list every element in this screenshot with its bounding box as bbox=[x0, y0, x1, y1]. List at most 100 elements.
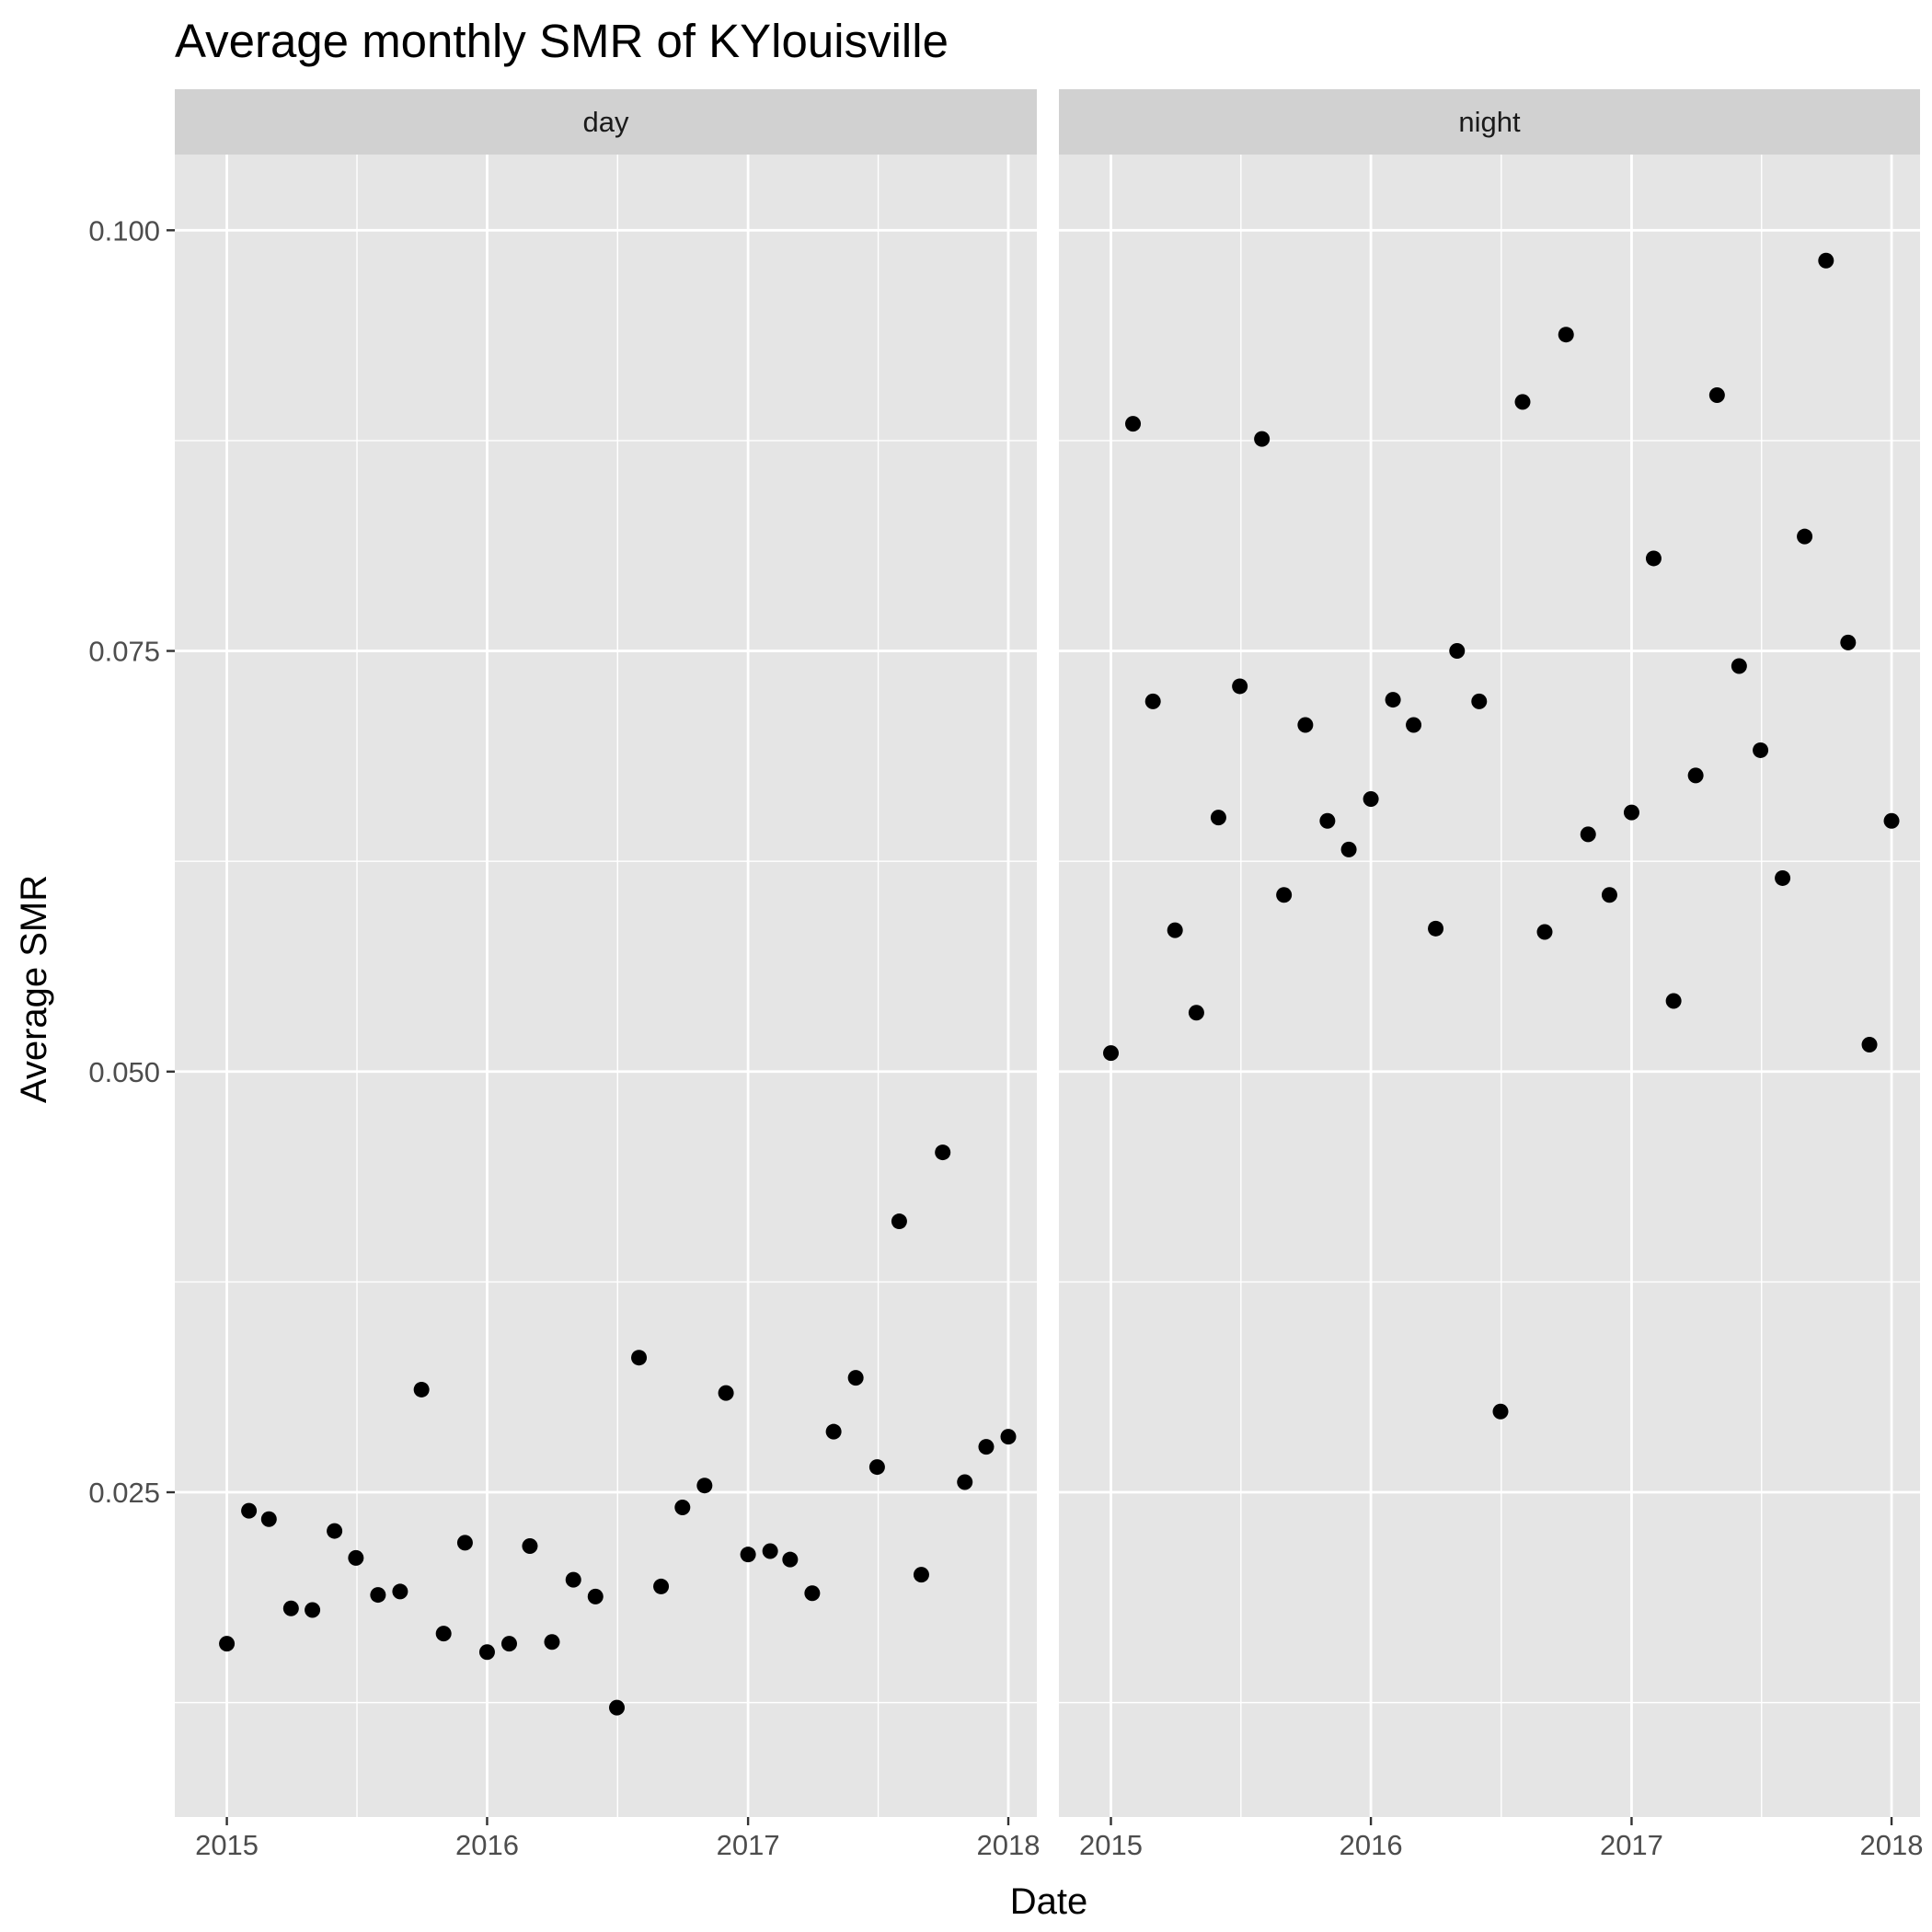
data-point-night bbox=[1340, 841, 1357, 857]
data-point-day bbox=[804, 1585, 821, 1602]
y-tick-label: 0.100 bbox=[88, 214, 160, 247]
data-point-night bbox=[1406, 717, 1422, 733]
data-point-day bbox=[1000, 1429, 1017, 1445]
data-point-day bbox=[913, 1567, 929, 1583]
data-point-night bbox=[1687, 767, 1704, 784]
x-tick-label: 2018 bbox=[977, 1829, 1041, 1861]
data-point-day bbox=[587, 1588, 604, 1604]
data-point-night bbox=[1558, 327, 1574, 343]
data-point-day bbox=[935, 1144, 951, 1161]
data-point-night bbox=[1861, 1037, 1878, 1053]
data-point-night bbox=[1775, 869, 1791, 886]
data-point-day bbox=[219, 1636, 236, 1652]
data-point-night bbox=[1125, 416, 1142, 432]
data-point-day bbox=[868, 1459, 885, 1476]
data-point-day bbox=[392, 1583, 408, 1600]
data-point-night bbox=[1536, 924, 1553, 940]
data-point-day bbox=[762, 1543, 778, 1559]
data-point-day bbox=[631, 1350, 648, 1366]
data-point-night bbox=[1665, 993, 1682, 1009]
x-axis-title: Date bbox=[1010, 1881, 1088, 1922]
y-tick-label: 0.050 bbox=[88, 1056, 160, 1088]
data-point-night bbox=[1797, 528, 1813, 545]
data-point-day bbox=[565, 1571, 581, 1588]
x-tick-label: 2016 bbox=[455, 1829, 519, 1861]
facet-strip bbox=[1059, 89, 1920, 155]
data-point-night bbox=[1297, 717, 1314, 733]
data-point-night bbox=[1645, 550, 1662, 567]
data-point-day bbox=[327, 1523, 343, 1539]
data-point-night bbox=[1883, 812, 1900, 829]
y-tick-label: 0.075 bbox=[88, 636, 160, 668]
data-point-night bbox=[1103, 1045, 1120, 1062]
data-point-night bbox=[1471, 693, 1488, 709]
data-point-day bbox=[413, 1381, 430, 1397]
data-point-day bbox=[544, 1634, 560, 1650]
data-point-day bbox=[522, 1538, 538, 1555]
data-point-day bbox=[696, 1478, 713, 1494]
facet-strip bbox=[175, 89, 1037, 155]
data-point-night bbox=[1276, 887, 1293, 903]
x-tick-label: 2017 bbox=[1600, 1829, 1663, 1861]
data-point-night bbox=[1601, 887, 1617, 903]
data-point-day bbox=[500, 1636, 517, 1652]
data-point-night bbox=[1753, 742, 1769, 758]
data-point-day bbox=[718, 1385, 734, 1401]
data-point-day bbox=[782, 1551, 799, 1568]
y-axis: 0.025 0.050 0.075 0.100 bbox=[88, 214, 175, 1509]
x-tick-label: 2015 bbox=[1079, 1829, 1143, 1861]
data-point-day bbox=[456, 1535, 473, 1551]
data-point-day bbox=[348, 1549, 364, 1566]
data-point-day bbox=[435, 1626, 452, 1642]
x-tick-label: 2017 bbox=[717, 1829, 780, 1861]
data-point-day bbox=[260, 1511, 277, 1527]
data-point-night bbox=[1319, 812, 1336, 829]
data-point-day bbox=[825, 1423, 842, 1440]
data-point-day bbox=[282, 1600, 299, 1616]
x-tick-label: 2015 bbox=[195, 1829, 259, 1861]
data-point-day bbox=[674, 1499, 691, 1515]
data-point-night bbox=[1144, 693, 1161, 709]
data-point-night bbox=[1708, 387, 1725, 404]
y-axis-title: Average SMR bbox=[14, 875, 54, 1103]
facet-strip-label: night bbox=[1458, 106, 1521, 138]
data-point-day bbox=[891, 1213, 907, 1230]
data-point-night bbox=[1492, 1403, 1509, 1420]
data-point-night bbox=[1449, 643, 1466, 660]
data-point-night bbox=[1232, 678, 1248, 695]
data-point-day bbox=[478, 1644, 495, 1661]
data-point-night bbox=[1428, 920, 1444, 937]
data-point-day bbox=[305, 1602, 321, 1618]
facet-panel-night: night 2015 2016 2017 2018 bbox=[1059, 89, 1924, 1861]
data-point-night bbox=[1210, 810, 1226, 826]
data-point-night bbox=[1363, 790, 1379, 807]
panel-background bbox=[175, 155, 1037, 1817]
data-point-day bbox=[847, 1370, 864, 1386]
data-point-night bbox=[1254, 431, 1271, 447]
data-point-night bbox=[1188, 1005, 1204, 1021]
data-point-night bbox=[1623, 804, 1639, 821]
data-point-night bbox=[1514, 394, 1531, 410]
x-tick-label: 2016 bbox=[1340, 1829, 1403, 1861]
data-point-night bbox=[1385, 692, 1401, 708]
facet-strip-label: day bbox=[583, 106, 629, 138]
data-point-day bbox=[370, 1587, 386, 1604]
panel-background bbox=[1059, 155, 1920, 1817]
x-tick-label: 2018 bbox=[1860, 1829, 1924, 1861]
data-point-night bbox=[1818, 252, 1834, 269]
chart-title: Average monthly SMR of KYlouisville bbox=[175, 15, 949, 67]
data-point-night bbox=[1167, 922, 1183, 938]
data-point-day bbox=[241, 1502, 258, 1519]
data-point-day bbox=[978, 1439, 995, 1455]
data-point-day bbox=[957, 1474, 973, 1490]
data-point-night bbox=[1731, 658, 1747, 674]
y-tick-label: 0.025 bbox=[88, 1477, 160, 1509]
data-point-day bbox=[653, 1578, 670, 1594]
data-point-day bbox=[609, 1699, 626, 1716]
facet-panel-day: day 2015 2016 2017 2018 bbox=[175, 89, 1040, 1861]
data-point-night bbox=[1580, 826, 1596, 843]
facet-panels: day 2015 2016 2017 2018 night 2015 2016 2017 2018 bbox=[175, 89, 1924, 1861]
data-point-day bbox=[740, 1547, 756, 1563]
data-point-night bbox=[1840, 634, 1857, 650]
